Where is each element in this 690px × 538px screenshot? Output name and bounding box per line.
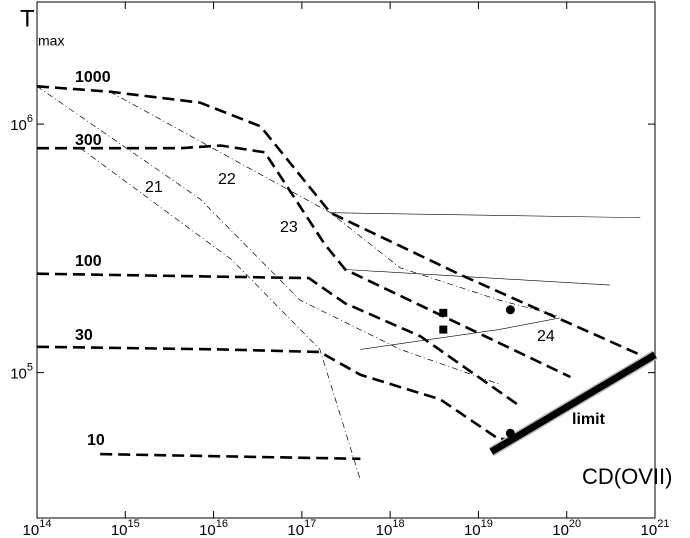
tick-label: 1018 xyxy=(376,518,405,538)
tick-label: 1015 xyxy=(111,518,140,538)
series-line xyxy=(36,345,511,441)
point xyxy=(505,428,515,438)
series-label: 300 xyxy=(75,132,102,149)
point xyxy=(439,325,448,334)
series-line xyxy=(330,212,641,218)
y-axis-label-sub: max xyxy=(38,33,64,49)
series-line xyxy=(345,269,611,286)
series-line xyxy=(80,147,361,481)
series-label: 21 xyxy=(145,179,163,196)
series-label: 100 xyxy=(75,253,102,270)
series-line xyxy=(489,351,657,455)
tick-label: 105 xyxy=(10,362,33,383)
series-line xyxy=(360,317,560,350)
series-label: 22 xyxy=(218,171,236,188)
series-label: 1000 xyxy=(75,69,111,86)
series-label: 30 xyxy=(75,327,93,344)
tick-label: 1014 xyxy=(23,518,52,538)
series-label: 10 xyxy=(87,432,105,449)
point xyxy=(505,305,515,315)
series-line xyxy=(36,272,522,408)
tick-label: 106 xyxy=(10,113,33,134)
tick-label: 1017 xyxy=(287,518,316,538)
series-label: 24 xyxy=(537,328,555,345)
y-axis-label: T xyxy=(20,5,35,32)
series-label: 23 xyxy=(280,219,298,236)
series-line xyxy=(36,85,641,356)
tick-label: 1020 xyxy=(552,518,581,538)
series-label: limit xyxy=(572,411,606,428)
x-axis-label: CD(OVII) xyxy=(582,464,672,489)
series-line xyxy=(109,91,560,317)
tick-label: 1016 xyxy=(199,518,228,538)
plot-frame xyxy=(36,1,656,519)
series-line xyxy=(100,452,361,461)
tick-label: 1019 xyxy=(464,518,493,538)
tick-label: 1021 xyxy=(641,518,670,538)
series-line xyxy=(36,86,499,385)
point xyxy=(439,308,448,317)
